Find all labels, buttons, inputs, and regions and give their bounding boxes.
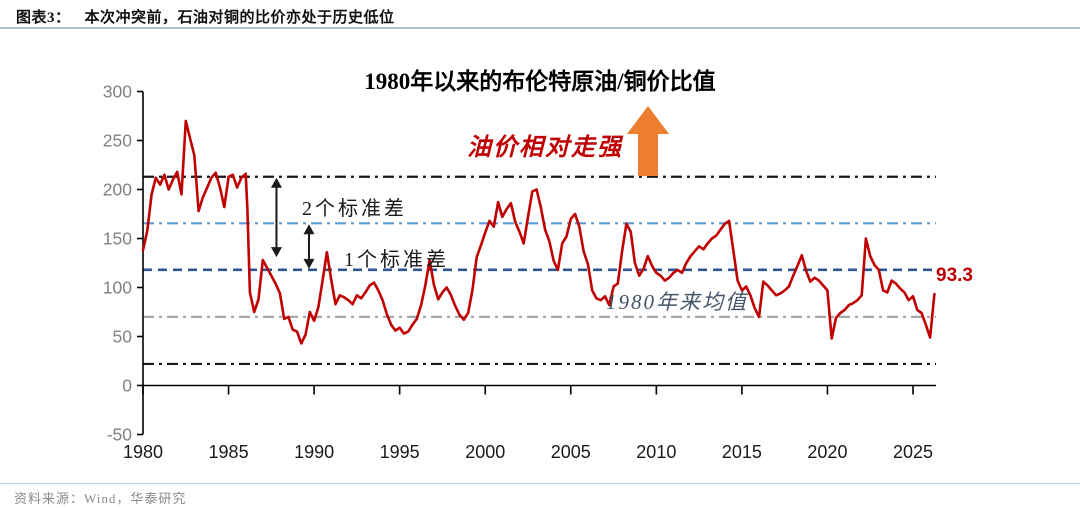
figure-title: 本次冲突前，石油对铜的比价亦处于历史低位 bbox=[84, 10, 395, 26]
arrowhead-up-icon bbox=[270, 177, 282, 188]
x-tick-label: 2005 bbox=[551, 442, 591, 462]
y-tick-label: 300 bbox=[103, 82, 132, 102]
footer-divider bbox=[0, 483, 1080, 484]
y-tick-label: 100 bbox=[103, 278, 132, 298]
x-tick-label: 1985 bbox=[209, 442, 249, 462]
y-tick-label: 250 bbox=[103, 131, 132, 151]
x-tick-label: 1990 bbox=[294, 442, 334, 462]
source-note: 资料来源：Wind，华泰研究 bbox=[14, 491, 187, 506]
y-tick-label: 0 bbox=[122, 376, 132, 396]
y-tick-label: -50 bbox=[107, 425, 133, 445]
y-tick-label: 50 bbox=[113, 327, 133, 347]
x-tick-label: 1980 bbox=[123, 442, 163, 462]
chart-title: 1980年以来的布伦特原油/铜价比值 bbox=[364, 69, 716, 94]
y-tick-label: 200 bbox=[103, 180, 132, 200]
x-tick-label: 2015 bbox=[722, 442, 762, 462]
figure-number: 图表3： bbox=[16, 10, 71, 26]
arrowhead-down-icon bbox=[270, 247, 282, 258]
two-std-label: 2个标准差 bbox=[302, 198, 407, 220]
x-tick-label: 2025 bbox=[893, 442, 933, 462]
x-tick-label: 2010 bbox=[636, 442, 676, 462]
price-ratio-line bbox=[141, 119, 936, 345]
mean-line-label: 1980年来均值 bbox=[606, 290, 748, 314]
x-tick-label: 2000 bbox=[465, 442, 505, 462]
caption-underline bbox=[0, 27, 1080, 29]
latest-value-label: 93.3 bbox=[936, 265, 973, 286]
y-tick-label: 150 bbox=[103, 229, 132, 249]
up-arrow-icon bbox=[627, 106, 669, 176]
x-tick-label: 1995 bbox=[380, 442, 420, 462]
arrowhead-down-icon bbox=[303, 258, 315, 269]
trend-annotation: 油价相对走强 bbox=[467, 135, 623, 161]
one-std-label: 1个标准差 bbox=[344, 249, 449, 271]
x-tick-label: 2020 bbox=[807, 442, 847, 462]
figure-caption: 图表3： 本次冲突前，石油对铜的比价亦处于历史低位 bbox=[16, 6, 395, 27]
arrowhead-up-icon bbox=[303, 224, 315, 235]
